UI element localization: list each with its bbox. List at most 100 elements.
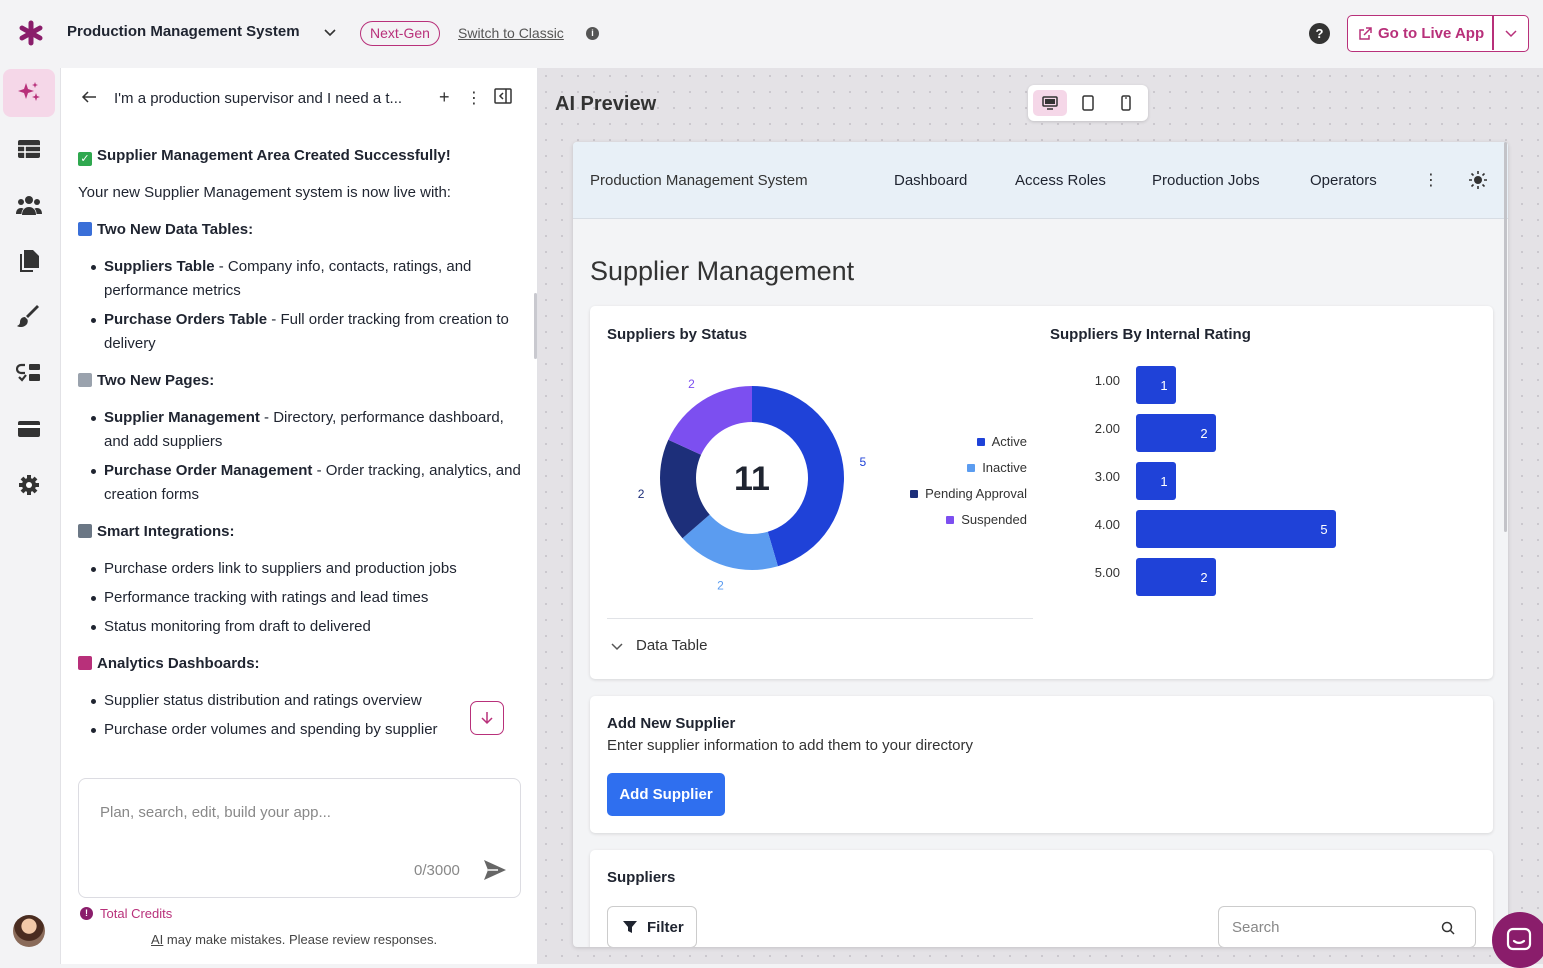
rating-chart-title: Suppliers By Internal Rating — [1050, 326, 1251, 343]
section-list: Supplier status distribution and ratings… — [78, 689, 523, 742]
more-vertical-icon[interactable]: ⋮ — [466, 90, 482, 107]
list-item: Supplier Management - Directory, perform… — [78, 406, 523, 454]
filter-label: Filter — [647, 918, 684, 936]
data-table-toggle[interactable]: Data Table — [610, 637, 707, 654]
list-item: Purchase Order Management - Order tracki… — [78, 459, 523, 507]
rating-bar[interactable] — [1136, 414, 1216, 452]
rating-bar[interactable] — [1136, 462, 1176, 500]
gear-icon — [19, 475, 39, 495]
desktop-view-button[interactable] — [1033, 90, 1067, 116]
chat-support-launcher[interactable] — [1492, 912, 1543, 968]
chevron-down-icon[interactable] — [322, 24, 338, 40]
link-icon — [78, 524, 92, 538]
nav-link-production-jobs[interactable]: Production Jobs — [1152, 172, 1260, 189]
nav-link-dashboard[interactable]: Dashboard — [894, 172, 968, 189]
rail-workflows-button[interactable] — [3, 349, 55, 397]
button-separator — [1492, 16, 1494, 50]
tablet-icon — [1082, 95, 1094, 111]
preview-brand[interactable]: Production Management System — [590, 172, 808, 189]
legend-label: Active — [991, 434, 1027, 449]
rail-users-button[interactable] — [3, 181, 55, 229]
list-item: Status monitoring from draft to delivere… — [78, 615, 523, 639]
app-title[interactable]: Production Management System — [67, 23, 300, 40]
legend-item[interactable]: Suspended — [946, 512, 1027, 527]
chat-title: I'm a production supervisor and I need a… — [114, 90, 403, 107]
add-supplier-button[interactable]: Add Supplier — [607, 773, 725, 816]
mobile-view-button[interactable] — [1109, 90, 1143, 116]
bar-chart-icon — [78, 222, 92, 236]
bar-category-label: 1.00 — [1095, 373, 1120, 388]
donut-data-label: 2 — [688, 377, 695, 391]
legend-item[interactable]: Active — [976, 434, 1027, 449]
bar-value-label: 1 — [1160, 474, 1167, 489]
rail-settings-button[interactable] — [3, 461, 55, 509]
char-counter: 0/3000 — [414, 862, 460, 879]
nav-link-access-roles[interactable]: Access Roles — [1015, 172, 1106, 189]
preview-navbar: Production Management System Dashboard A… — [573, 142, 1508, 219]
arrow-left-icon[interactable] — [81, 89, 97, 105]
tablet-view-button[interactable] — [1071, 90, 1105, 116]
ai-preview-label: AI Preview — [555, 93, 657, 115]
donut-slice-suspended[interactable] — [668, 386, 752, 455]
status-chart-title: Suppliers by Status — [607, 326, 748, 343]
line-chart-icon — [78, 656, 92, 670]
status-donut-chart: 5 2 2 2 11 — [638, 377, 867, 593]
rating-bar[interactable] — [1136, 558, 1216, 596]
rail-tables-button[interactable] — [3, 125, 55, 173]
list-item: Purchase orders link to suppliers and pr… — [78, 557, 523, 581]
external-link-icon — [1359, 26, 1372, 40]
prompt-composer[interactable]: Plan, search, edit, build your app... 0/… — [78, 778, 521, 898]
chat-header: I'm a production supervisor and I need a… — [61, 68, 537, 126]
plus-icon[interactable]: + — [439, 87, 450, 107]
donut-total: 11 — [734, 460, 770, 498]
table-icon — [18, 140, 40, 158]
total-credits-link[interactable]: ! Total Credits — [80, 906, 172, 921]
chevron-down-icon[interactable] — [1504, 26, 1518, 40]
assistant-message: ✓ Supplier Management Area Created Succes… — [78, 144, 523, 755]
list-item: Supplier status distribution and ratings… — [78, 689, 523, 713]
asterisk-logo-icon[interactable] — [18, 20, 44, 46]
help-icon[interactable]: ? — [1309, 23, 1330, 44]
sun-icon[interactable] — [1468, 170, 1488, 190]
search-input[interactable]: Search — [1218, 906, 1476, 947]
donut-slice-inactive[interactable] — [682, 514, 778, 570]
preview-scrollbar[interactable] — [1504, 142, 1507, 532]
filter-button[interactable]: Filter — [607, 906, 697, 947]
rating-bar-chart: 1.00 1 2.00 2 3.00 1 4.00 5 5.00 2 — [1095, 366, 1336, 596]
suppliers-title: Suppliers — [607, 869, 676, 886]
rail-billing-button[interactable] — [3, 405, 55, 453]
rating-bar[interactable] — [1136, 510, 1336, 548]
legend-item[interactable]: Inactive — [967, 460, 1027, 475]
rail-pages-button[interactable] — [3, 237, 55, 285]
phone-icon — [1121, 95, 1131, 111]
donut-slice-pending-approval[interactable] — [660, 439, 710, 539]
switch-to-classic-link[interactable]: Switch to Classic — [458, 25, 564, 41]
user-avatar[interactable] — [13, 915, 45, 947]
list-item: Purchase order volumes and spending by s… — [78, 718, 523, 742]
rating-bar[interactable] — [1136, 366, 1176, 404]
donut-slice-active[interactable] — [752, 386, 844, 567]
rail-theme-button[interactable] — [3, 293, 55, 341]
bar-value-label: 2 — [1200, 570, 1207, 585]
search-placeholder: Search — [1232, 919, 1280, 936]
scroll-down-button[interactable] — [470, 701, 504, 735]
credit-card-icon — [18, 421, 40, 437]
rail-ai-button[interactable] — [3, 69, 55, 117]
list-item: Performance tracking with ratings and le… — [78, 586, 523, 610]
bar-value-label: 2 — [1200, 426, 1207, 441]
go-to-live-app-button[interactable]: Go to Live App — [1347, 15, 1529, 52]
bar-category-label: 3.00 — [1095, 469, 1120, 484]
collapse-panel-icon[interactable] — [494, 88, 512, 104]
preview-canvas: AI Preview Production Management System … — [538, 68, 1543, 968]
info-icon[interactable]: i — [586, 27, 599, 40]
go-to-live-app-label: Go to Live App — [1378, 25, 1485, 42]
legend-item[interactable]: Pending Approval — [910, 486, 1027, 501]
document-icon — [78, 373, 92, 387]
check-icon: ✓ — [78, 152, 92, 166]
more-vertical-icon[interactable]: ⋮ — [1423, 172, 1439, 189]
page-title: Supplier Management — [590, 256, 855, 286]
chat-scrollbar[interactable] — [534, 293, 537, 359]
nav-link-operators[interactable]: Operators — [1310, 172, 1377, 189]
send-icon[interactable] — [482, 857, 508, 883]
message-heading: ✓ Supplier Management Area Created Succes… — [78, 144, 523, 168]
